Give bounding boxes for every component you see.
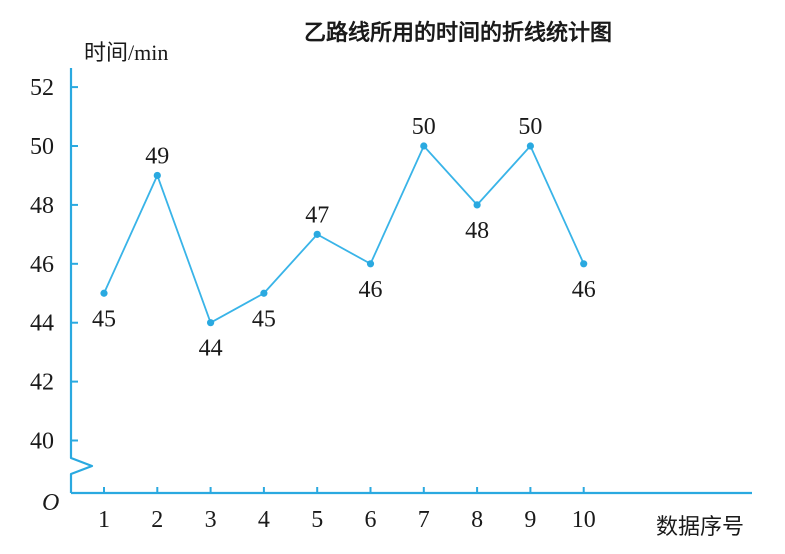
x-tick-label-8: 8	[471, 507, 483, 533]
data-label-3: 44	[199, 336, 223, 362]
series-polyline	[103, 144, 585, 324]
x-tick-label-2: 2	[151, 507, 163, 533]
data-point-6	[366, 260, 375, 268]
data-labels: 45 49 44 45 47 46 50 48 50 46	[92, 114, 596, 362]
chart-title: 乙路线所用的时间的折线统计图	[304, 20, 612, 46]
data-label-9: 50	[518, 114, 542, 140]
data-label-6: 46	[359, 277, 383, 303]
origin-label: O	[42, 490, 59, 516]
x-tick-label-6: 6	[365, 507, 377, 533]
data-label-8: 48	[465, 218, 489, 244]
data-point-8	[473, 201, 481, 209]
data-point-1	[100, 289, 108, 297]
data-label-10: 46	[572, 277, 596, 303]
x-tick-label-9: 9	[524, 507, 536, 533]
data-label-5: 47	[305, 202, 329, 228]
data-point-3	[207, 319, 215, 327]
y-tick-label-52: 52	[30, 75, 54, 101]
data-label-4: 45	[252, 306, 276, 332]
x-tick-label-4: 4	[258, 507, 270, 533]
x-tick-label-7: 7	[418, 507, 430, 533]
data-point-10	[580, 260, 588, 268]
data-points	[100, 142, 588, 327]
series-line	[103, 144, 585, 324]
y-tick-label-44: 44	[30, 311, 54, 337]
y-tick-label-48: 48	[30, 193, 54, 219]
y-axis-line	[69, 68, 94, 493]
data-label-1: 45	[92, 306, 116, 332]
x-tick-label-3: 3	[205, 507, 217, 533]
y-tick-label-42: 42	[30, 370, 54, 396]
data-label-2: 49	[145, 143, 169, 169]
data-point-2	[153, 171, 161, 180]
y-axis-label: 时间/min	[84, 40, 168, 65]
x-tick-label-10: 10	[572, 507, 596, 533]
x-tick-label-1: 1	[98, 507, 110, 533]
y-tick-label-46: 46	[30, 252, 54, 278]
y-tick-label-50: 50	[30, 134, 54, 160]
data-point-7	[420, 142, 428, 150]
data-point-9	[526, 142, 535, 150]
data-label-7: 50	[412, 114, 436, 140]
x-axis-label: 数据序号	[656, 515, 744, 540]
data-point-4	[260, 289, 268, 297]
x-tick-label-5: 5	[311, 507, 323, 533]
data-point-5	[313, 230, 321, 238]
y-tick-label-40: 40	[30, 429, 54, 455]
